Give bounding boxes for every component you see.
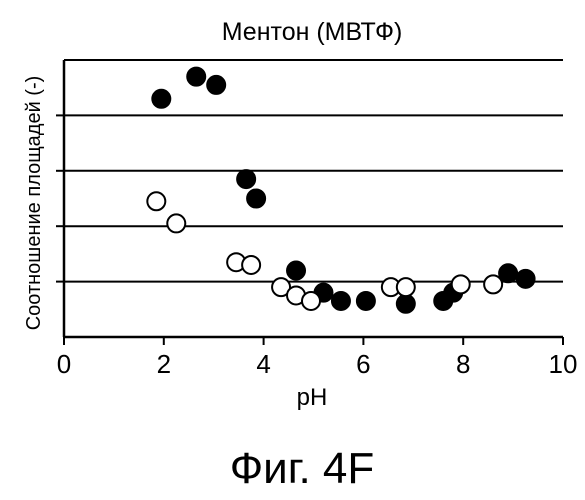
open-point <box>484 275 502 293</box>
x-tick-label: 4 <box>256 349 270 379</box>
x-tick-label: 6 <box>356 349 370 379</box>
figure-caption: Фиг. 4F <box>230 444 375 493</box>
x-tick-label: 8 <box>456 349 470 379</box>
filled-point <box>517 270 535 288</box>
chart-title: Ментон (МВТФ) <box>222 18 403 46</box>
x-tick-label: 0 <box>57 349 71 379</box>
x-axis-label: pH <box>297 384 328 411</box>
open-point <box>397 278 415 296</box>
x-tick-label: 2 <box>157 349 171 379</box>
filled-point <box>207 76 225 94</box>
open-point <box>147 192 165 210</box>
open-point <box>302 292 320 310</box>
data-points <box>147 68 534 313</box>
filled-point <box>397 295 415 313</box>
open-point <box>167 214 185 232</box>
filled-point <box>152 90 170 108</box>
filled-point <box>332 292 350 310</box>
x-tick-label: 10 <box>549 349 578 379</box>
filled-point <box>247 190 265 208</box>
filled-point <box>357 292 375 310</box>
open-point <box>452 275 470 293</box>
y-axis-label: Соотношение площадей (-) <box>23 76 45 331</box>
filled-point <box>287 262 305 280</box>
x-tick-labels: 0 2 4 6 8 10 <box>57 349 578 379</box>
open-point <box>242 256 260 274</box>
filled-point <box>187 68 205 86</box>
grid-lines <box>64 115 563 281</box>
filled-point <box>237 170 255 188</box>
